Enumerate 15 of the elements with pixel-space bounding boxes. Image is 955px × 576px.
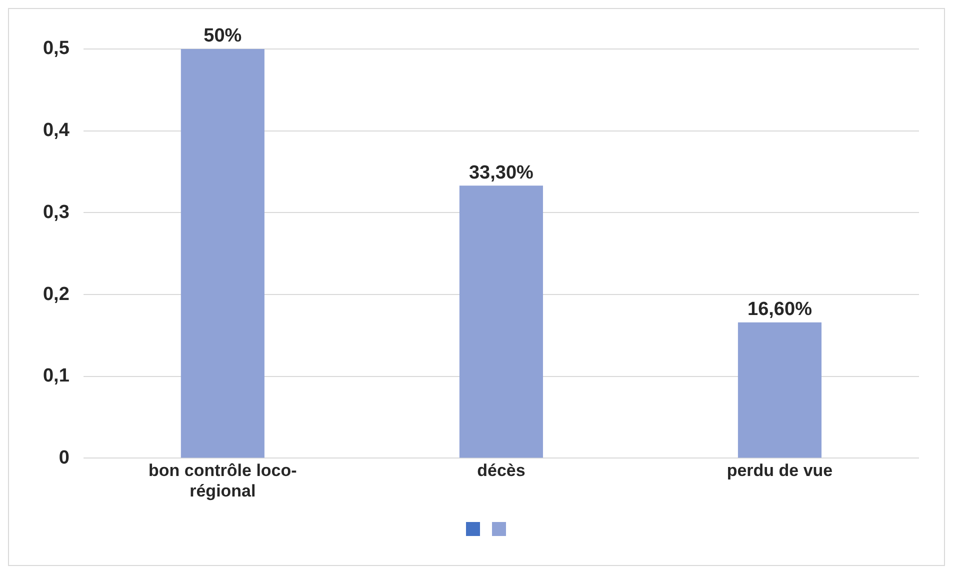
- bar: [738, 322, 822, 458]
- bar: [180, 49, 264, 458]
- x-tick-label: perdu de vue: [726, 461, 833, 480]
- data-label: 33,30%: [468, 162, 534, 184]
- y-tick-label: 0,1: [42, 366, 70, 387]
- y-tick-label: 0,5: [42, 38, 70, 60]
- x-tick-label: bon contrôle loco-régional: [148, 461, 297, 500]
- data-label: 16,60%: [748, 299, 812, 320]
- y-tick-label: 0: [58, 447, 70, 468]
- y-tick-label: 0,2: [42, 284, 70, 305]
- bar: [459, 186, 543, 458]
- x-tick-label: décès: [477, 461, 526, 480]
- y-tick-label: 0,3: [42, 202, 70, 223]
- y-tick-label: 0,4: [42, 120, 70, 142]
- data-label: 50%: [204, 26, 242, 47]
